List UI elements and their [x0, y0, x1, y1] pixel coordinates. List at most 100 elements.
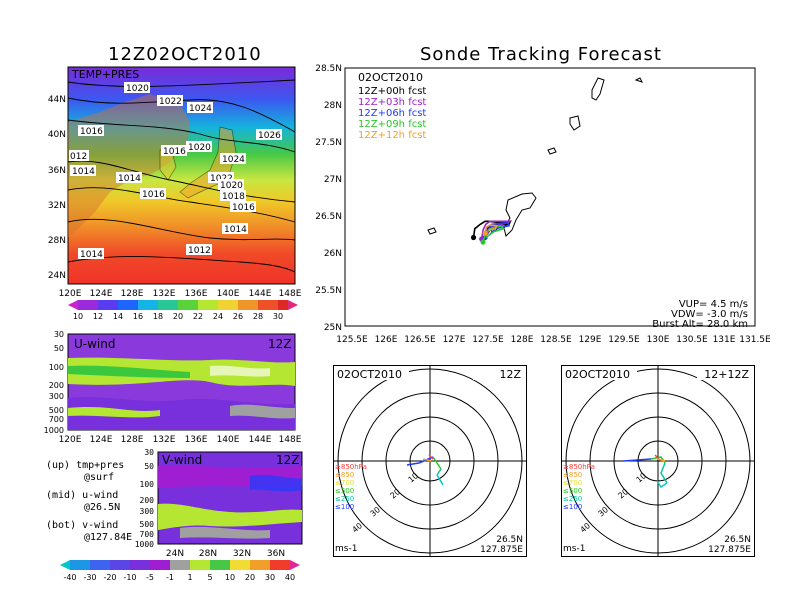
- note-mid: (mid) u-wind: [46, 490, 119, 501]
- svg-text:100: 100: [49, 363, 64, 372]
- track-plot-area: [344, 67, 756, 327]
- svg-text:127E: 127E: [443, 335, 466, 345]
- svg-text:130.5E: 130.5E: [676, 335, 708, 345]
- v-wind-y-labels: 30 50 100 200 300 500 700 1000: [134, 448, 154, 549]
- svg-text:24N: 24N: [166, 549, 184, 558]
- u-wind-label: U-wind: [74, 337, 115, 351]
- svg-text:10: 10: [73, 312, 83, 321]
- coastlines: [427, 77, 643, 237]
- svg-text:30: 30: [265, 573, 275, 582]
- svg-text:126E: 126E: [375, 335, 398, 345]
- svg-text:28N: 28N: [199, 549, 217, 558]
- svg-text:≥850hPa: ≥850hPa: [563, 463, 595, 471]
- svg-text:≤850: ≤850: [563, 471, 582, 479]
- isobar-label: 1018: [222, 192, 245, 202]
- svg-text:128.5E: 128.5E: [540, 335, 572, 345]
- u-wind-band: [68, 407, 160, 418]
- lon-label: 120E: [59, 289, 82, 299]
- isobar-labels: 1020 1022 1024 1016 1016 1020 1026 012 1…: [69, 82, 282, 260]
- svg-text:-30: -30: [83, 573, 96, 582]
- lat-label: 32N: [48, 201, 66, 211]
- svg-text:≤100: ≤100: [335, 503, 354, 511]
- lat-label: 44N: [48, 95, 66, 105]
- hodo2-trace: [622, 454, 668, 489]
- note-up-level: @surf: [84, 472, 115, 483]
- svg-text:≤500: ≤500: [335, 487, 354, 495]
- track-endpoint-0: [470, 234, 477, 241]
- svg-text:128E: 128E: [511, 335, 534, 345]
- svg-text:132E: 132E: [153, 435, 176, 445]
- svg-text:127.5E: 127.5E: [472, 335, 504, 345]
- svg-text:-40: -40: [63, 573, 76, 582]
- svg-text:22: 22: [193, 312, 203, 321]
- hodo1-date: 02OCT2010: [337, 368, 402, 381]
- burst-text: Burst Alt= 28.0 km: [652, 319, 748, 330]
- lon-label: 148E: [279, 289, 302, 299]
- svg-text:27N: 27N: [324, 175, 342, 185]
- isobar-label: 1016: [163, 147, 186, 157]
- v-wind-band: [158, 503, 302, 530]
- svg-text:36N: 36N: [267, 549, 285, 558]
- svg-text:144E: 144E: [249, 435, 272, 445]
- isobar-label: 1014: [80, 250, 103, 260]
- u-wind-band: [230, 404, 295, 419]
- panel-notes: (up) tmp+pres @surf (mid) u-wind @26.5N …: [46, 460, 132, 544]
- v-wind-band: [180, 526, 270, 539]
- track-endpoint-4: [482, 230, 488, 236]
- legend-06h: 12Z+06h fcst: [358, 108, 426, 119]
- u-wind-time: 12Z: [268, 337, 292, 351]
- svg-text:≤250: ≤250: [563, 495, 582, 503]
- isobar-label: 012: [70, 152, 87, 162]
- isobar-lines: [67, 79, 296, 273]
- lat-label: 28N: [48, 236, 66, 246]
- isobar-label: 1024: [222, 155, 245, 165]
- svg-text:20: 20: [245, 573, 255, 582]
- svg-text:14: 14: [113, 312, 123, 321]
- svg-text:25.5N: 25.5N: [315, 286, 342, 296]
- svg-text:32N: 32N: [233, 549, 251, 558]
- isobar-label: 1020: [220, 181, 243, 191]
- svg-text:140E: 140E: [217, 435, 240, 445]
- japan: [179, 126, 237, 199]
- svg-text:128E: 128E: [121, 435, 144, 445]
- note-up: (up) tmp+pres: [46, 460, 125, 471]
- svg-text:28: 28: [253, 312, 263, 321]
- track-series: [470, 220, 512, 245]
- svg-text:≥850hPa: ≥850hPa: [335, 463, 367, 471]
- svg-text:131.5E: 131.5E: [739, 335, 770, 345]
- hodo1-levels: ≥850hPa ≤850 ≤700 ≤500 ≤250 ≤100: [335, 463, 367, 511]
- isobar-label: 1024: [189, 104, 212, 114]
- svg-text:130E: 130E: [647, 335, 670, 345]
- v-wind-label: V-wind: [162, 453, 202, 467]
- vup-text: VUP= 4.5 m/s: [679, 299, 748, 310]
- svg-text:124E: 124E: [90, 435, 113, 445]
- hodograph-rings: [561, 365, 755, 557]
- legend-09h: 12Z+09h fcst: [358, 119, 426, 130]
- svg-text:≤700: ≤700: [563, 479, 582, 487]
- sonde-track-map: 02OCT2010 12Z+00h fcst 12Z+03h fcst 12Z+…: [315, 64, 770, 345]
- track-lat-labels: 28.5N 28N 27.5N 27N 26.5N 26N 25.5N 25N: [315, 64, 342, 333]
- svg-text:18: 18: [153, 312, 163, 321]
- hodo1-time: 12Z: [499, 368, 521, 381]
- note-bot-level: @127.84E: [84, 532, 133, 543]
- svg-text:-20: -20: [103, 573, 116, 582]
- note-mid-level: @26.5N: [84, 502, 121, 513]
- v-wind-cross-section: V-wind 12Z 24N 28N 32N 36N: [157, 451, 303, 558]
- lon-label: 132E: [153, 289, 176, 299]
- svg-text:1000: 1000: [44, 426, 64, 435]
- lon-label: 136E: [185, 289, 208, 299]
- lon-label: 144E: [249, 289, 272, 299]
- right-title: Sonde Tracking Forecast: [420, 44, 662, 65]
- isobar-label: 1026: [258, 131, 281, 141]
- v-wind-band: [250, 474, 302, 492]
- isobar-label: 1014: [118, 174, 141, 184]
- svg-text:10: 10: [225, 573, 235, 582]
- svg-text:16: 16: [133, 312, 143, 321]
- hodograph-12h: 02OCT2010 12+12Z 10 20 30 40 ≥850hPa ≤85…: [561, 365, 755, 557]
- svg-text:≤500: ≤500: [563, 487, 582, 495]
- track-date: 02OCT2010: [358, 71, 423, 84]
- isobar-label: 1016: [142, 190, 165, 200]
- svg-text:24: 24: [213, 312, 223, 321]
- isobar-label: 1022: [159, 97, 182, 107]
- u-wind-band: [68, 365, 190, 378]
